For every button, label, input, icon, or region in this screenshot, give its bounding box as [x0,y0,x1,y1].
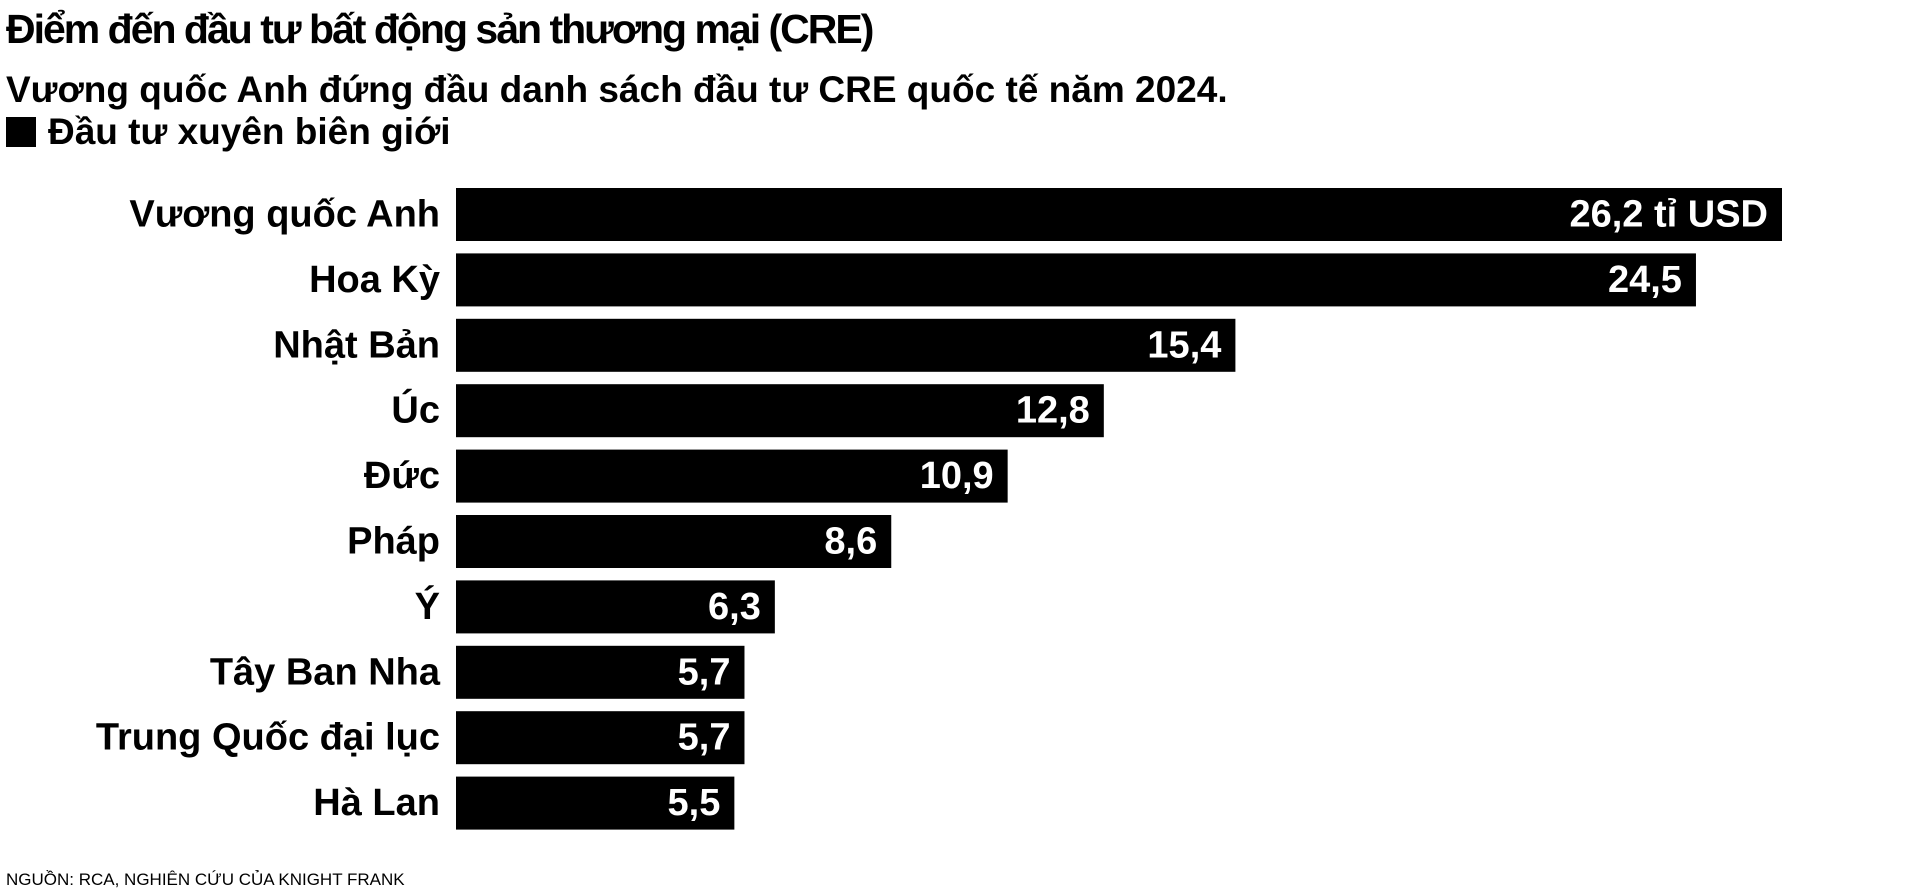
value-label-1: 24,5 [1608,259,1682,301]
value-label-8: 5,7 [678,717,731,759]
legend: Đầu tư xuyên biên giới [6,110,451,154]
category-label-8: Trung Quốc đại lục [96,717,440,759]
value-label-2: 15,4 [1147,324,1221,366]
chart-subtitle: Vương quốc Anh đứng đầu danh sách đầu tư… [6,69,1228,110]
value-label-5: 8,6 [824,521,877,563]
value-label-7: 5,7 [678,651,731,693]
source-note: NGUỒN: RCA, NGHIÊN CỨU CỦA KNIGHT FRANK [6,870,405,889]
bar-5 [456,515,892,568]
bar-2 [456,318,1236,372]
value-label-6: 6,3 [708,586,761,628]
category-label-3: Úc [391,388,440,432]
chart-title: Điểm đến đầu tư bất động sản thương mại … [6,6,874,52]
category-label-4: Đức [364,455,440,497]
legend-label: Đầu tư xuyên biên giới [48,111,451,152]
value-label-4: 10,9 [920,455,994,497]
value-label-3: 12,8 [1016,390,1090,432]
bar-7 [456,645,745,699]
bar-1 [456,253,1696,307]
category-label-9: Hà Lan [313,782,440,824]
category-label-2: Nhật Bản [273,324,440,366]
bar-6 [456,580,775,634]
value-label-9: 5,5 [668,782,721,824]
category-label-5: Pháp [347,521,440,563]
category-label-7: Tây Ban Nha [210,651,441,693]
bar-3 [456,384,1104,438]
category-label-1: Hoa Kỳ [309,259,440,301]
category-label-0: Vương quốc Anh [129,194,440,236]
bar-9 [456,776,735,830]
bar-4 [456,449,1008,503]
bar-0 [456,188,1782,241]
bar-8 [456,711,745,765]
legend-swatch [6,117,36,147]
value-label-0: 26,2 tỉ USD [1569,194,1768,236]
category-label-6: Ý [415,584,440,628]
